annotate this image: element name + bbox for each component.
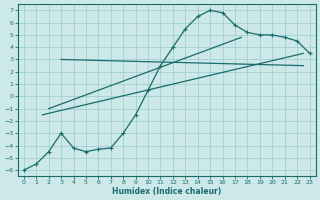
- X-axis label: Humidex (Indice chaleur): Humidex (Indice chaleur): [112, 187, 221, 196]
